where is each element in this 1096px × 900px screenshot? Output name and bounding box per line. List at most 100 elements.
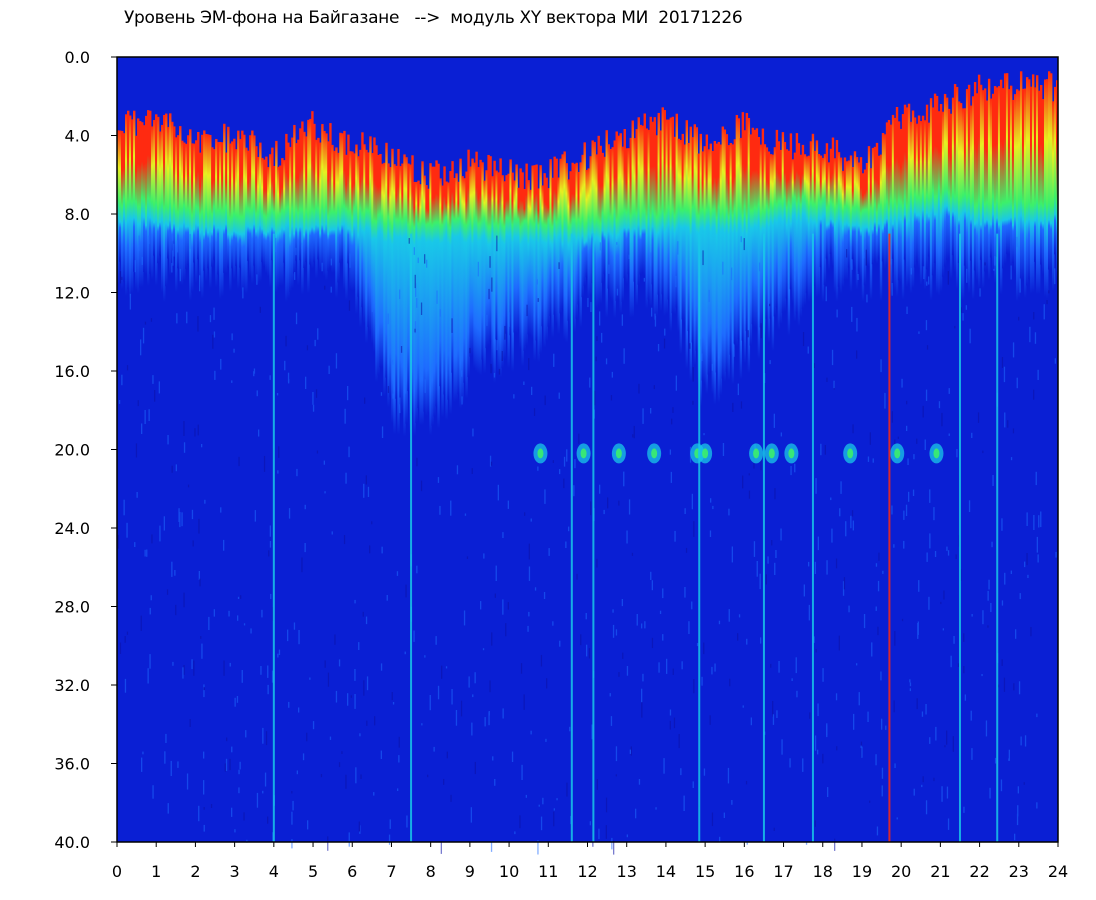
- noise-mark: [229, 662, 231, 667]
- noise-mark: [838, 635, 840, 651]
- noise-mark: [891, 411, 893, 423]
- noise-mark: [839, 508, 841, 517]
- noise-mark: [288, 508, 291, 519]
- heatmap-column: [323, 130, 326, 277]
- heatmap-column: [879, 154, 883, 302]
- noise-mark: [144, 410, 146, 424]
- noise-mark: [641, 623, 643, 629]
- noise-mark: [284, 360, 286, 371]
- noise-mark: [264, 772, 267, 787]
- heatmap-column: [621, 146, 624, 302]
- heatmap-column: [259, 142, 262, 283]
- heatmap-column: [729, 142, 733, 355]
- y-axis: 0.0 4.0 8.0 12.0 16.0 20.0 24.0 28.0 32.0 36.0 40.…: [54, 48, 117, 852]
- heatmap-column: [515, 164, 518, 334]
- noise-mark: [923, 266, 925, 280]
- noise-mark: [306, 345, 309, 351]
- noise-mark: [146, 549, 148, 557]
- heatmap-column: [425, 185, 428, 417]
- noise-mark: [234, 697, 236, 707]
- noise-mark: [814, 561, 816, 574]
- heatmap-column: [165, 113, 168, 287]
- heatmap-column: [399, 166, 402, 405]
- heatmap-column: [1045, 79, 1049, 299]
- streak: [958, 233, 961, 842]
- noise-mark: [563, 456, 566, 467]
- noise-mark: [1024, 735, 1027, 747]
- noise-mark: [347, 386, 349, 401]
- noise-mark: [271, 670, 274, 683]
- noise-mark: [586, 644, 588, 657]
- heatmap-column: [849, 155, 853, 293]
- noise-mark: [815, 649, 817, 653]
- noise-mark: [935, 726, 937, 741]
- noise-mark: [545, 738, 547, 742]
- noise-mark: [991, 541, 993, 548]
- noise-mark: [341, 751, 343, 754]
- noise-mark: [231, 380, 233, 383]
- noise-mark: [265, 731, 268, 746]
- heatmap-column: [427, 188, 430, 414]
- heatmap-column: [481, 162, 484, 360]
- heatmap-column: [545, 177, 548, 342]
- noise-mark: [1003, 677, 1006, 692]
- noise-mark: [743, 238, 745, 251]
- noise-mark: [603, 509, 605, 515]
- heatmap-column: [695, 127, 699, 351]
- noise-mark: [348, 832, 350, 847]
- heatmap-column: [339, 132, 342, 263]
- noise-mark: [688, 621, 690, 634]
- spot-20-core: [847, 448, 854, 459]
- heatmap-column: [817, 154, 821, 296]
- noise-mark: [628, 499, 631, 515]
- noise-mark: [126, 365, 129, 371]
- noise-mark: [641, 701, 643, 718]
- noise-mark: [871, 642, 873, 657]
- noise-mark: [176, 240, 179, 253]
- noise-mark: [258, 429, 260, 437]
- streak: [592, 233, 595, 842]
- noise-mark: [415, 283, 417, 297]
- noise-mark: [662, 634, 664, 641]
- noise-mark: [916, 438, 918, 444]
- noise-mark: [324, 660, 326, 668]
- noise-mark: [566, 782, 568, 797]
- noise-mark: [371, 296, 373, 312]
- heatmap-column: [605, 130, 608, 318]
- noise-mark: [773, 413, 775, 428]
- noise-mark: [605, 797, 608, 813]
- noise-mark: [327, 672, 330, 687]
- noise-mark: [304, 504, 306, 510]
- heatmap-column: [547, 188, 550, 327]
- heatmap-column: [971, 96, 975, 300]
- noise-mark: [450, 794, 452, 802]
- noise-mark: [675, 375, 677, 391]
- noise-mark: [747, 330, 749, 338]
- heatmap-column: [1015, 89, 1019, 302]
- heatmap-column: [379, 154, 382, 368]
- noise-mark: [496, 340, 498, 351]
- noise-mark: [929, 533, 931, 549]
- x-tick-label: 23: [1009, 862, 1029, 881]
- noise-mark: [609, 693, 611, 697]
- noise-mark: [788, 284, 790, 292]
- heatmap-column: [193, 143, 196, 263]
- noise-mark: [330, 258, 332, 266]
- noise-mark: [589, 377, 591, 388]
- noise-mark: [253, 368, 256, 374]
- heatmap-column: [433, 166, 436, 417]
- heatmap-column: [211, 147, 214, 267]
- heatmap-column: [647, 129, 650, 300]
- noise-mark: [1010, 265, 1012, 280]
- heatmap-column: [485, 170, 488, 349]
- noise-mark: [872, 458, 874, 463]
- heatmap-column: [519, 168, 522, 350]
- noise-mark: [691, 493, 693, 510]
- noise-mark: [607, 497, 609, 509]
- noise-mark: [305, 376, 307, 389]
- noise-mark: [388, 834, 391, 845]
- noise-mark: [556, 798, 558, 801]
- noise-mark: [214, 370, 216, 380]
- heatmap-column: [551, 177, 554, 338]
- noise-mark: [601, 332, 603, 343]
